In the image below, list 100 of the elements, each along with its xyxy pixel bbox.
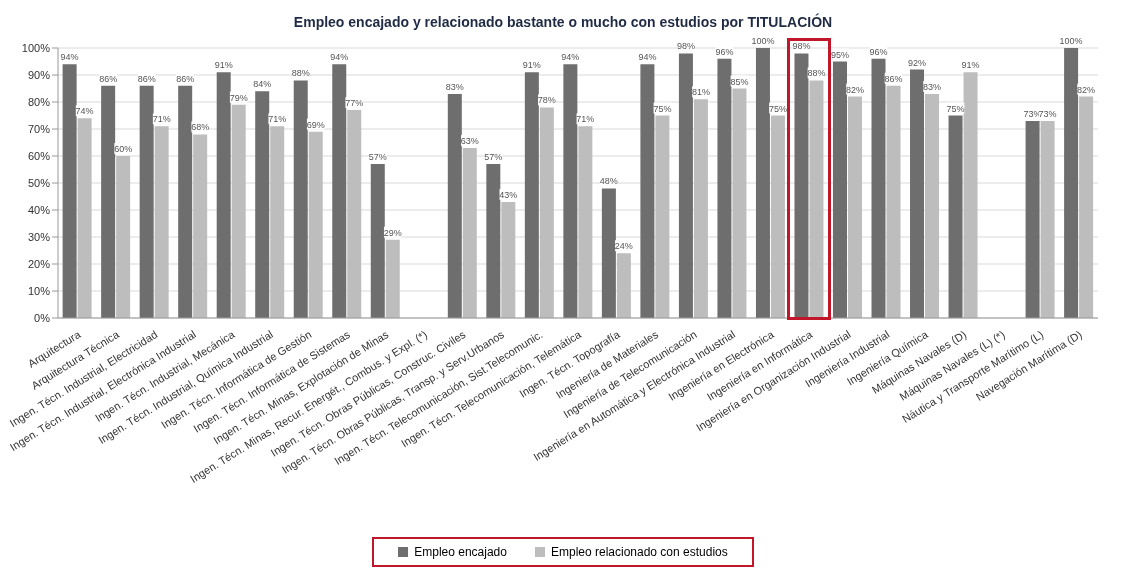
data-label: 83% [445, 81, 464, 92]
data-label: 81% [691, 87, 710, 98]
bar [62, 64, 77, 318]
bar [693, 99, 708, 318]
y-tick-label: 70% [27, 122, 51, 135]
bar [77, 118, 92, 318]
bar [139, 85, 154, 318]
bar [231, 104, 246, 318]
data-label: 60% [114, 144, 133, 154]
bar [770, 115, 785, 318]
data-label: 88% [291, 68, 310, 79]
y-tick-label: 100% [21, 41, 51, 54]
bar [370, 164, 385, 318]
data-label: 96% [715, 46, 734, 57]
data-label: 91% [522, 60, 541, 71]
data-label: 86% [99, 73, 118, 84]
data-label: 100% [1059, 36, 1083, 46]
data-label: 96% [869, 46, 888, 57]
bar [1064, 48, 1079, 318]
data-label: 68% [191, 122, 210, 133]
y-tick-label: 60% [27, 149, 51, 162]
data-label: 75% [653, 103, 672, 114]
bar [640, 64, 655, 318]
data-label: 79% [229, 92, 248, 103]
bar [193, 134, 208, 318]
bar [563, 64, 578, 318]
bar [809, 80, 824, 318]
y-tick-label: 40% [27, 203, 51, 216]
bar [293, 80, 308, 318]
bar [524, 72, 539, 318]
data-label: 71% [268, 114, 287, 125]
data-label: 83% [923, 81, 942, 92]
bar [794, 53, 809, 318]
bar [1025, 120, 1040, 318]
data-label: 29% [383, 227, 402, 238]
y-tick-label: 30% [27, 230, 51, 243]
bar [925, 93, 940, 318]
bar [871, 58, 886, 318]
y-tick-label: 50% [27, 176, 51, 189]
bar [832, 61, 847, 318]
data-label: 86% [176, 73, 195, 84]
bar [732, 88, 747, 318]
bar [1040, 120, 1055, 318]
data-label: 86% [884, 73, 903, 84]
data-label: 94% [638, 52, 657, 63]
data-label: 92% [908, 57, 927, 68]
bar [886, 85, 901, 318]
bar [910, 69, 925, 318]
legend-label: Empleo encajado [413, 545, 507, 559]
bar [255, 91, 270, 318]
bar [616, 253, 631, 318]
data-label: 75% [946, 103, 965, 114]
bar [116, 156, 131, 318]
data-label: 69% [306, 119, 325, 130]
bar [678, 53, 693, 318]
data-label: 94% [60, 52, 79, 63]
bar [601, 188, 616, 318]
bar [963, 72, 978, 318]
data-label: 98% [676, 41, 695, 52]
data-label: 91% [961, 60, 980, 71]
data-label: 100% [751, 36, 775, 46]
data-label: 82% [845, 84, 864, 95]
data-label: 75% [768, 103, 787, 114]
data-label: 84% [253, 79, 272, 90]
bar [385, 239, 400, 318]
data-label: 94% [561, 52, 580, 63]
bar [486, 164, 501, 318]
data-label: 43% [499, 189, 518, 200]
data-label: 73% [1038, 108, 1057, 119]
data-label: 74% [75, 106, 94, 117]
bar [332, 64, 347, 318]
y-tick-label: 0% [34, 311, 51, 324]
data-label: 94% [330, 52, 349, 63]
bar [347, 110, 362, 318]
bar [154, 126, 169, 318]
data-label: 91% [214, 60, 233, 71]
bar [655, 115, 670, 318]
data-label: 98% [792, 41, 811, 52]
data-label: 71% [152, 114, 171, 125]
data-label: 57% [484, 152, 503, 163]
y-tick-label: 20% [27, 257, 51, 270]
bar [270, 126, 285, 318]
y-tick-label: 80% [27, 95, 51, 108]
data-label: 82% [1077, 84, 1096, 95]
bar [847, 96, 862, 318]
data-label: 88% [807, 68, 826, 79]
bar [216, 72, 231, 318]
bar [101, 85, 116, 318]
bar [462, 147, 477, 318]
data-label: 78% [537, 95, 556, 106]
data-label: 48% [599, 176, 618, 187]
data-label: 95% [830, 49, 849, 60]
bar [755, 48, 770, 318]
legend-label: Empleo relacionado con estudios [549, 545, 728, 559]
y-tick-label: 90% [27, 68, 51, 81]
bar [539, 107, 554, 318]
bar [948, 115, 963, 318]
bar [1079, 96, 1094, 318]
bar [447, 93, 462, 318]
bar [178, 85, 193, 318]
